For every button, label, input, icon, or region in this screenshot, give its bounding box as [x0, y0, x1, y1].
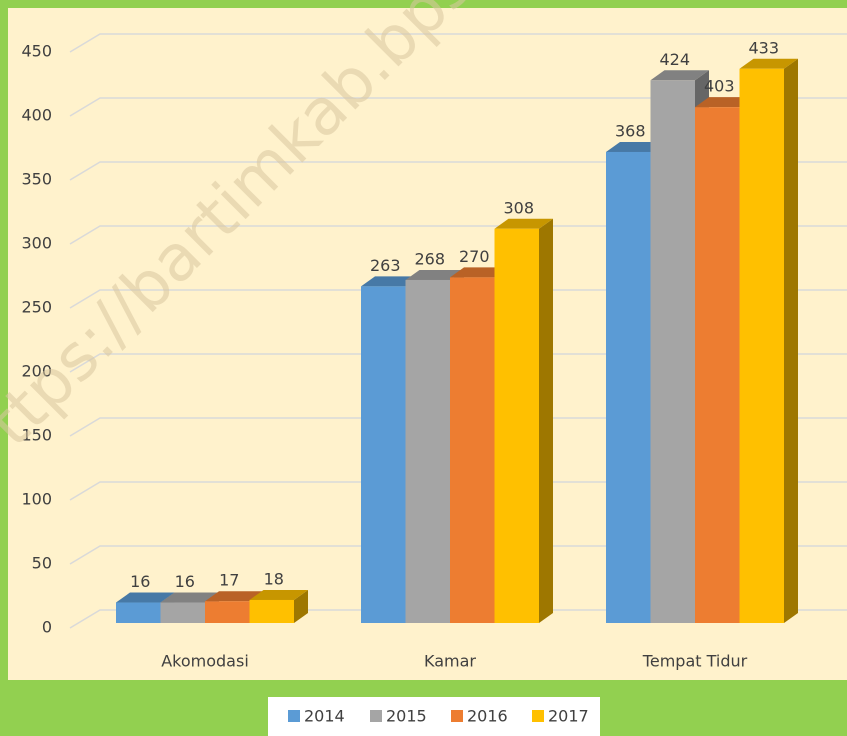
bar-top	[405, 269, 464, 280]
grid-line	[69, 97, 847, 117]
grid-line	[69, 545, 847, 565]
bar	[650, 80, 695, 623]
bar	[249, 599, 294, 623]
x-tick-label: Kamar	[424, 652, 476, 671]
bar-side	[539, 218, 553, 623]
legend-label: 2016	[467, 707, 508, 726]
bar-top	[361, 276, 420, 287]
value-label: 263	[370, 256, 401, 275]
bar	[450, 277, 495, 623]
y-tick-label: 250	[21, 298, 52, 317]
value-label: 17	[219, 571, 239, 590]
grid-line	[69, 33, 847, 53]
bar	[361, 286, 406, 623]
bar-top	[739, 58, 798, 69]
bar-top	[249, 589, 308, 600]
bar-top	[650, 70, 709, 81]
bar	[205, 601, 250, 623]
legend-swatch	[532, 710, 544, 722]
bar-top	[116, 592, 175, 603]
bar-top	[494, 218, 553, 229]
bar	[494, 228, 539, 623]
value-label: 368	[615, 121, 646, 140]
grid-line	[69, 353, 847, 373]
legend-swatch	[288, 710, 300, 722]
value-label: 433	[748, 38, 779, 57]
grid-line	[69, 609, 847, 629]
legend-box	[268, 697, 600, 736]
bar	[405, 279, 450, 623]
bar	[606, 151, 651, 623]
legend-swatch	[370, 710, 382, 722]
y-tick-label: 350	[21, 170, 52, 189]
bar-top	[606, 141, 665, 152]
bar-top	[205, 591, 264, 602]
y-tick-label: 200	[21, 362, 52, 381]
value-label: 268	[414, 249, 445, 268]
bar	[160, 602, 205, 623]
value-label: 16	[130, 572, 150, 591]
grid-line	[69, 225, 847, 245]
legend-swatch	[451, 710, 463, 722]
y-tick-label: 300	[21, 234, 52, 253]
grid-line	[69, 289, 847, 309]
grid-line	[69, 161, 847, 181]
bar	[695, 107, 740, 623]
bar-top	[450, 267, 509, 278]
legend-label: 2014	[304, 707, 345, 726]
value-label: 18	[264, 569, 284, 588]
y-tick-label: 150	[21, 426, 52, 445]
grid-line	[69, 417, 847, 437]
y-tick-label: 400	[21, 106, 52, 125]
legend-label: 2017	[548, 707, 589, 726]
y-tick-label: 0	[42, 618, 52, 637]
grid-line	[69, 481, 847, 501]
bar-side	[294, 589, 308, 623]
bar	[116, 602, 161, 623]
y-tick-label: 450	[21, 42, 52, 61]
x-tick-label: Tempat Tidur	[642, 652, 748, 671]
value-label: 270	[459, 247, 490, 266]
bar	[739, 68, 784, 623]
value-label: 403	[704, 77, 735, 96]
bar-top	[695, 97, 754, 108]
legend-label: 2015	[386, 707, 427, 726]
value-label: 308	[503, 198, 534, 217]
value-label: 16	[175, 572, 195, 591]
bar-side	[784, 58, 798, 623]
x-tick-label: Akomodasi	[161, 652, 249, 671]
value-label: 424	[659, 50, 690, 69]
bar-top	[160, 592, 219, 603]
y-tick-label: 50	[32, 554, 52, 573]
y-tick-label: 100	[21, 490, 52, 509]
